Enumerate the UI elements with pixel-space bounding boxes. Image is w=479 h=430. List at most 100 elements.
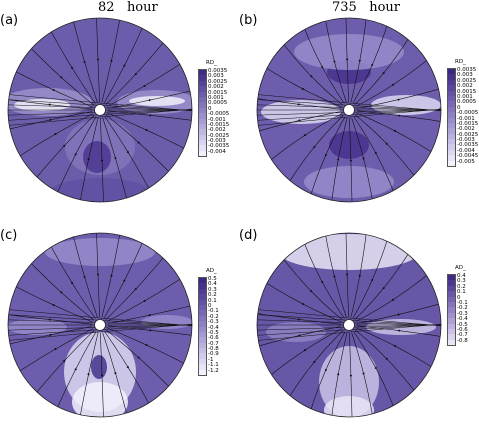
colorbar-swatch <box>199 140 206 146</box>
colorbar-swatch <box>448 74 455 80</box>
contour-disk <box>7 17 193 203</box>
colorbar-swatch <box>448 139 455 145</box>
streamline-arrow <box>297 103 300 106</box>
colorbar-tick-label: 0 <box>457 294 461 301</box>
colorbar-swatch <box>199 369 206 376</box>
streamline-arrow <box>101 159 104 162</box>
colorbar-tick-label: -0.4 <box>457 316 468 323</box>
colorbar-tick-label: 0.0015 <box>208 89 228 96</box>
streamline-arrow <box>101 374 104 377</box>
colorbar-swatch <box>448 117 455 123</box>
colorbar-tick-label: 0.0015 <box>457 88 477 95</box>
contour-region <box>329 131 369 159</box>
colorbar-tick-label: 0.4 <box>208 281 217 288</box>
center-hole <box>343 104 355 116</box>
colorbar-swatch <box>448 328 455 335</box>
contour-field <box>8 233 192 417</box>
colorbar-swatch <box>448 323 455 329</box>
panel-d: (d) AD_ 0.4 0.3 0.2 0.1 0 -0.1 -0.2 -0.3 -0.4 -0.… <box>239 215 479 430</box>
colorbar-tick-label: 0.0025 <box>208 78 228 85</box>
contour-region <box>304 166 394 198</box>
streamline-arrow <box>148 99 151 102</box>
colorbar-tick-label: -0.0035 <box>457 142 479 149</box>
disk-outline <box>256 17 442 203</box>
streamline-arrow <box>382 287 385 290</box>
colorbar-swatch <box>448 318 455 324</box>
streamline-arrow <box>397 98 400 101</box>
colorbar-swatch <box>199 326 206 332</box>
streamline-arrow <box>298 119 301 122</box>
streamline-arrow <box>48 318 51 321</box>
contour-field <box>257 18 441 202</box>
streamline-arrow <box>382 72 385 75</box>
colorbar-tick-label: -1.2 <box>208 367 219 374</box>
streamline-arrow <box>49 333 52 336</box>
streamline-arrow <box>96 58 99 61</box>
colorbar-ticks: 0.0035 0.003 0.0025 0.002 0.0015 0.001 0.0005 0… <box>457 67 479 165</box>
disk-outline <box>7 232 193 418</box>
colorbar-tick-label: 0.3 <box>457 278 466 285</box>
streamline <box>8 323 192 341</box>
contour-disk <box>256 232 442 418</box>
colorbar-tick-label: 0.001 <box>208 94 224 101</box>
panel-label: (b) <box>239 13 258 28</box>
colorbar-swatch <box>199 102 206 108</box>
contour-region <box>72 382 128 417</box>
streamline-arrow <box>143 299 146 302</box>
colorbar-title: RD_ <box>455 59 466 65</box>
streamline-arrow <box>48 103 51 106</box>
streamline-arrow <box>398 114 401 117</box>
streamline-arrow <box>114 157 117 160</box>
streamline <box>8 108 192 126</box>
streamline-arrow <box>310 75 313 78</box>
colorbar-swatch <box>448 106 455 113</box>
streamline-arrow <box>391 298 394 301</box>
colorbar-swatch <box>199 310 206 316</box>
panel-label: (a) <box>0 13 19 28</box>
streamline-arrow <box>149 329 152 332</box>
colorbar-tick-label: -0.002 <box>457 126 475 133</box>
colorbar-swatch <box>448 79 455 86</box>
colorbar-swatches <box>198 69 207 158</box>
colorbar-swatch <box>448 301 455 308</box>
streamline-arrow <box>301 88 304 91</box>
colorbar-swatch <box>448 144 455 150</box>
streamline-arrow <box>49 118 52 121</box>
colorbar-tick-label: -1.1 <box>208 362 219 369</box>
disk-outline <box>256 232 442 418</box>
streamline-arrow <box>321 281 324 284</box>
streamline-arrow <box>63 359 66 362</box>
colorbar-swatch <box>448 307 455 313</box>
colorbar-tick-label: -0.8 <box>457 337 468 344</box>
colorbar-swatch <box>199 353 206 359</box>
streamline-arrow <box>337 373 340 376</box>
streamline-arrow <box>371 64 374 67</box>
streamline-arrow <box>362 372 365 375</box>
colorbar-swatch <box>448 280 455 286</box>
colorbar-tick-label: 0.2 <box>457 283 466 290</box>
colorbar-tick-label: -0.0035 <box>208 143 230 150</box>
colorbar-swatch <box>199 364 206 370</box>
colorbar-tick-label: 0.003 <box>208 73 224 80</box>
streamline-arrow <box>313 145 316 148</box>
contour-disk <box>7 232 193 418</box>
contour-region <box>91 355 107 379</box>
streamline-arrow <box>358 274 361 277</box>
streamline-arrow <box>148 314 151 317</box>
contour-region <box>40 25 160 69</box>
streamline-arrow <box>358 59 361 62</box>
colorbar-tick-label: 0.5 <box>208 276 217 282</box>
center-hole <box>94 319 106 331</box>
streamline-arrow <box>74 368 77 371</box>
streamline-arrow <box>324 153 327 156</box>
streamline-arrow <box>385 142 388 145</box>
streamline-arrow <box>71 281 74 284</box>
streamline-arrow <box>301 303 304 306</box>
colorbar-swatch <box>448 85 455 91</box>
colorbar-swatch <box>448 285 455 292</box>
colorbar-swatch <box>448 128 455 134</box>
streamline-arrow <box>313 360 316 363</box>
streamline-arrow <box>87 158 90 161</box>
colorbar-swatch <box>199 283 206 289</box>
colorbar-swatch <box>199 299 206 305</box>
